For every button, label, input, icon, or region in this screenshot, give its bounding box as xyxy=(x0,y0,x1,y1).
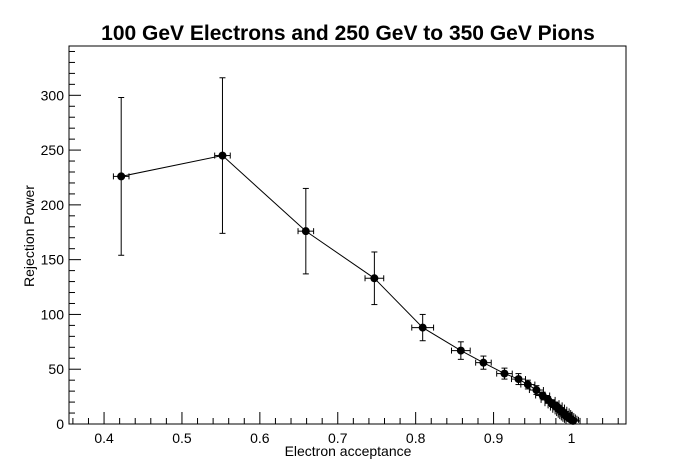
x-tick-label: 0.5 xyxy=(172,430,192,446)
x-tick-label: 0.7 xyxy=(328,430,348,446)
data-point xyxy=(418,323,427,332)
series-line-group xyxy=(121,155,574,422)
series-line xyxy=(121,155,574,422)
x-axis: 0.4 0.5 0.6 0.7 0.8 0.9 1 xyxy=(72,412,619,446)
data-point xyxy=(500,369,509,378)
data-point xyxy=(514,375,523,384)
data-point xyxy=(523,380,532,389)
y-tick-label: 0 xyxy=(56,416,64,432)
data-point xyxy=(301,227,310,236)
data-point xyxy=(117,172,126,181)
error-bars xyxy=(112,77,581,424)
data-point xyxy=(370,274,379,283)
data-point xyxy=(456,346,465,355)
x-tick-label: 0.4 xyxy=(94,430,114,446)
y-tick-label: 50 xyxy=(48,361,64,377)
data-point xyxy=(538,391,547,400)
y-tick-label: 300 xyxy=(41,87,65,103)
x-axis-label: Electron acceptance xyxy=(285,443,412,459)
data-point xyxy=(218,151,227,160)
data-point xyxy=(532,386,541,395)
y-tick-label: 150 xyxy=(41,252,65,268)
x-tick-label: 0.9 xyxy=(484,430,504,446)
data-point xyxy=(569,416,578,425)
y-axis: 0 50 100 150 200 250 300 xyxy=(41,50,81,432)
x-tick-label: 1 xyxy=(568,430,576,446)
y-tick-label: 100 xyxy=(41,306,65,322)
y-tick-label: 200 xyxy=(41,197,65,213)
plot-frame xyxy=(68,45,627,425)
y-tick-label: 250 xyxy=(41,142,65,158)
data-point xyxy=(479,358,488,367)
data-points xyxy=(117,151,578,425)
x-tick-label: 0.6 xyxy=(250,430,270,446)
x-tick-label: 0.8 xyxy=(406,430,426,446)
chart-title: 100 GeV Electrons and 250 GeV to 350 GeV… xyxy=(101,22,595,45)
y-axis-label: Rejection Power xyxy=(21,185,37,287)
